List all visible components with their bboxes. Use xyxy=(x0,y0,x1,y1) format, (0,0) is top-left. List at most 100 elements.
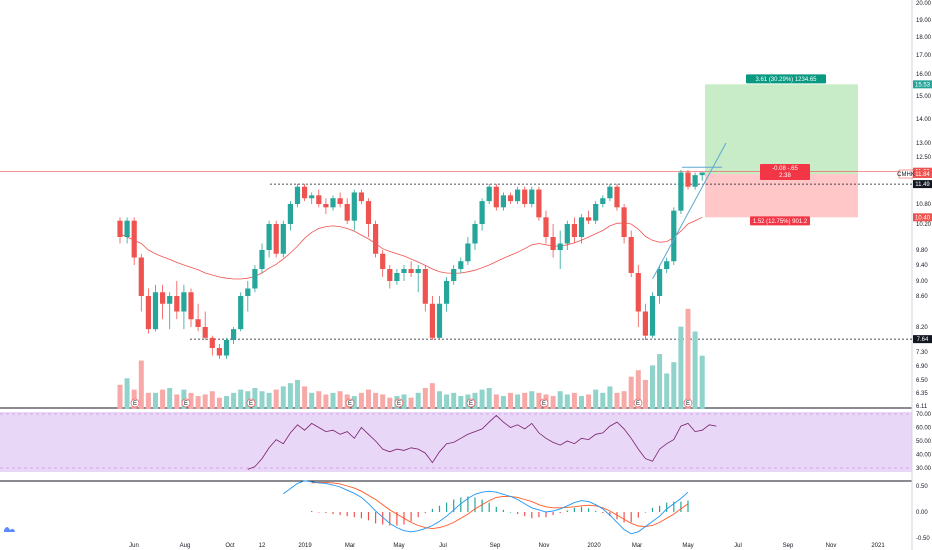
price-badge xyxy=(913,213,932,222)
price-tick: 18.00 xyxy=(916,35,932,41)
macd-histogram-bar xyxy=(389,512,391,526)
earnings-marker[interactable] xyxy=(633,398,643,408)
earnings-marker[interactable] xyxy=(181,398,191,408)
macd-histogram-bar xyxy=(651,507,654,512)
volume-bar xyxy=(486,388,492,409)
candle xyxy=(664,261,670,269)
volume-bar xyxy=(550,396,556,409)
candle xyxy=(202,327,208,338)
time-tick: Jun xyxy=(129,543,139,549)
candle xyxy=(422,269,428,304)
candle xyxy=(571,224,577,237)
earnings-marker[interactable] xyxy=(394,398,404,408)
volume-bar xyxy=(564,394,570,409)
macd-histogram-bar xyxy=(517,512,519,515)
earnings-marker[interactable] xyxy=(246,398,256,408)
volume-bar xyxy=(444,394,450,409)
candle xyxy=(635,273,641,312)
price-tick: 10.80 xyxy=(916,202,932,208)
macd-histogram-bar xyxy=(609,512,611,517)
volume-bar xyxy=(302,386,308,409)
candle xyxy=(621,207,627,237)
macd-histogram-bar xyxy=(481,499,483,512)
earnings-marker-label: E xyxy=(686,401,690,407)
macd-histogram-bar xyxy=(431,508,433,512)
macd-tick: 0.50 xyxy=(916,484,928,490)
candle xyxy=(493,186,499,208)
volume-bar xyxy=(209,391,215,409)
volume-bar xyxy=(685,308,691,409)
macd-histogram-bar xyxy=(311,510,313,512)
volume-bar xyxy=(579,396,584,409)
pnl-label: -0.08 -.65 xyxy=(772,166,798,172)
candle xyxy=(316,195,322,204)
macd-histogram-bar xyxy=(644,512,646,513)
earnings-marker[interactable] xyxy=(466,398,476,408)
price-badge-label: 11.84 xyxy=(915,172,930,178)
candle xyxy=(160,292,166,304)
volume-bar xyxy=(295,379,300,409)
macd-histogram-bar xyxy=(559,512,561,514)
symbol-label: CMHK xyxy=(897,172,915,178)
price-badge xyxy=(913,80,932,89)
trend-line[interactable] xyxy=(652,142,727,280)
time-tick: Nov xyxy=(539,543,550,549)
candle xyxy=(195,319,201,327)
candle xyxy=(607,186,613,199)
price-badge xyxy=(913,180,932,189)
target-zone[interactable] xyxy=(705,84,858,174)
volume-bar xyxy=(621,391,627,409)
volume-bar xyxy=(252,388,258,409)
macd-histogram-bar xyxy=(396,512,398,526)
candle xyxy=(444,281,450,304)
time-tick: 2020 xyxy=(587,543,601,549)
stop-zone[interactable] xyxy=(705,174,858,218)
rsi-tick: 40.00 xyxy=(916,453,932,459)
candle xyxy=(358,192,364,202)
price-tick: 8.60 xyxy=(916,294,928,300)
candle xyxy=(238,296,244,330)
macd-histogram-bar xyxy=(673,501,675,512)
rsi-tick: 60.00 xyxy=(916,426,932,432)
macd-histogram-bar xyxy=(360,512,362,519)
candle xyxy=(309,195,315,199)
candle xyxy=(557,243,563,250)
candle xyxy=(330,198,336,208)
volume-bar xyxy=(145,392,151,409)
earnings-marker[interactable] xyxy=(130,398,140,408)
price-badge xyxy=(913,170,932,178)
candle xyxy=(692,175,698,187)
earnings-marker[interactable] xyxy=(683,398,693,408)
price-tick: 14.00 xyxy=(916,117,932,123)
candle xyxy=(145,296,151,330)
candle xyxy=(117,220,123,237)
volume-bar xyxy=(216,397,222,409)
rsi-tick: 70.00 xyxy=(916,412,932,418)
candle xyxy=(231,329,237,340)
volume-bar xyxy=(280,386,286,409)
macd-histogram-bar xyxy=(552,512,554,516)
macd-histogram-bar xyxy=(623,512,625,523)
earnings-marker-label: E xyxy=(397,401,401,407)
macd-histogram-bar xyxy=(580,506,583,512)
candle xyxy=(294,186,301,204)
price-tick: 17.00 xyxy=(916,53,932,59)
volume-bar xyxy=(153,392,158,409)
candle xyxy=(124,220,130,237)
earnings-marker-label: E xyxy=(469,401,473,407)
volume-bar xyxy=(671,362,677,409)
time-tick: May xyxy=(393,543,404,549)
macd-histogram-bar xyxy=(659,505,661,512)
candle xyxy=(401,269,407,273)
volume-bar xyxy=(138,360,144,409)
earnings-marker[interactable] xyxy=(345,398,355,408)
candle xyxy=(486,186,492,202)
candle xyxy=(507,195,514,202)
price-tick: 9.40 xyxy=(916,263,928,269)
time-tick: 12 xyxy=(259,543,266,549)
volume-bar xyxy=(224,396,229,409)
volume-bar xyxy=(593,389,599,409)
candle xyxy=(181,292,187,312)
earnings-marker[interactable] xyxy=(539,398,549,408)
